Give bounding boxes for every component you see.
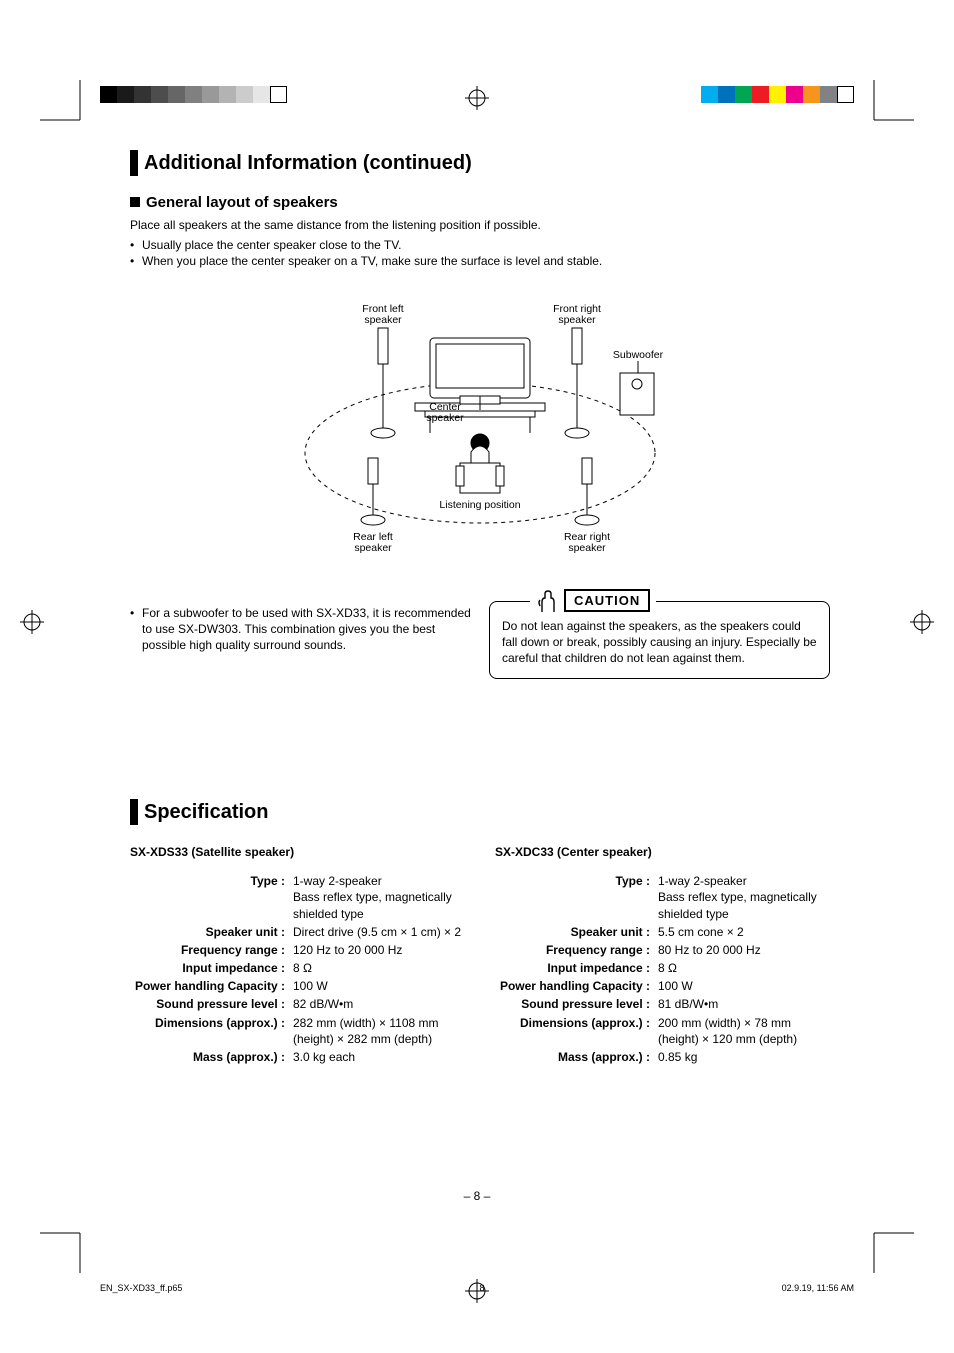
spec-value: 200 mm (width) × 78 mm (height) × 120 mm… — [658, 1015, 830, 1047]
spec-label: Power handling Capacity : — [495, 978, 650, 994]
spec-label: Sound pressure level : — [130, 996, 285, 1012]
list-item: For a subwoofer to be used with SX-XD33,… — [130, 605, 471, 654]
diagram-label-center: Centerspeaker — [426, 401, 464, 424]
spec-column-left: SX-XDS33 (Satellite speaker) Type :1-way… — [130, 845, 465, 1065]
spec-label: Speaker unit : — [130, 924, 285, 940]
spec-value: 80 Hz to 20 000 Hz — [658, 942, 830, 958]
layout-bullets: Usually place the center speaker close t… — [130, 237, 830, 269]
spec-value: 8 Ω — [658, 960, 830, 976]
spec-value: 1-way 2-speaker Bass reflex type, magnet… — [293, 873, 465, 922]
spec-label: Input impedance : — [495, 960, 650, 976]
spec-label: Speaker unit : — [495, 924, 650, 940]
section-title-spec: Specification — [130, 799, 830, 825]
spec-label: Dimensions (approx.) : — [130, 1015, 285, 1047]
spec-value: 120 Hz to 20 000 Hz — [293, 942, 465, 958]
list-item: When you place the center speaker on a T… — [130, 253, 830, 269]
spec-label: Power handling Capacity : — [130, 978, 285, 994]
spec-value: 100 W — [658, 978, 830, 994]
grayscale-colorbar — [100, 86, 287, 103]
page-content: Additional Information (continued) Gener… — [130, 150, 830, 1065]
spec-label: Input impedance : — [130, 960, 285, 976]
spec-label: Dimensions (approx.) : — [495, 1015, 650, 1047]
section-title: Additional Information (continued) — [130, 150, 830, 176]
spec-value: 282 mm (width) × 1108 mm (height) × 282 … — [293, 1015, 465, 1047]
spec-label: Mass (approx.) : — [130, 1049, 285, 1065]
diagram-label-subwoofer: Subwoofer — [613, 349, 664, 361]
spec-label: Frequency range : — [130, 942, 285, 958]
imposition-footer: EN_SX-XD33_ff.p65 8 02.9.19, 11:56 AM — [100, 1283, 854, 1293]
spec-label: Type : — [495, 873, 650, 922]
spec-model-right: SX-XDC33 (Center speaker) — [495, 845, 830, 859]
imposition-file: EN_SX-XD33_ff.p65 — [100, 1283, 182, 1293]
subheading-layout: General layout of speakers — [130, 194, 830, 211]
process-colorbar — [701, 86, 854, 103]
spec-label: Mass (approx.) : — [495, 1049, 650, 1065]
diagram-label-rear-right: Rear rightspeaker — [564, 531, 610, 554]
spec-model-left: SX-XDS33 (Satellite speaker) — [130, 845, 465, 859]
spec-value: 81 dB/W•m — [658, 996, 830, 1012]
spec-value: Direct drive (9.5 cm × 1 cm) × 2 — [293, 924, 465, 940]
imposition-sheet: 8 — [479, 1283, 484, 1293]
page-number: – 8 – — [0, 1189, 954, 1203]
diagram-label-rear-left: Rear leftspeaker — [353, 531, 393, 554]
spec-value: 1-way 2-speaker Bass reflex type, magnet… — [658, 873, 830, 922]
spec-label: Sound pressure level : — [495, 996, 650, 1012]
spec-column-right: SX-XDC33 (Center speaker) Type :1-way 2-… — [495, 845, 830, 1065]
spec-value: 5.5 cm cone × 2 — [658, 924, 830, 940]
spec-value: 8 Ω — [293, 960, 465, 976]
spec-value: 3.0 kg each — [293, 1049, 465, 1065]
spec-label: Type : — [130, 873, 285, 922]
subwoofer-note-list: For a subwoofer to be used with SX-XD33,… — [130, 605, 471, 654]
list-item: Usually place the center speaker close t… — [130, 237, 830, 253]
imposition-timestamp: 02.9.19, 11:56 AM — [782, 1283, 854, 1293]
speaker-layout-diagram: Front leftspeaker Front rightspeaker Sub… — [130, 288, 830, 571]
diagram-label-front-right: Front rightspeaker — [553, 303, 601, 326]
spec-value: 82 dB/W•m — [293, 996, 465, 1012]
layout-intro: Place all speakers at the same distance … — [130, 217, 830, 233]
caution-box: CAUTION Do not lean against the speakers… — [489, 601, 830, 680]
caution-text: Do not lean against the speakers, as the… — [502, 619, 817, 665]
diagram-label-listening: Listening position — [439, 499, 520, 511]
spec-value: 100 W — [293, 978, 465, 994]
spec-label: Frequency range : — [495, 942, 650, 958]
diagram-label-front-left: Front leftspeaker — [362, 303, 404, 326]
hand-stop-icon — [536, 588, 560, 614]
caution-label: CAUTION — [530, 588, 656, 614]
caution-label-text: CAUTION — [564, 589, 650, 613]
spec-value: 0.85 kg — [658, 1049, 830, 1065]
